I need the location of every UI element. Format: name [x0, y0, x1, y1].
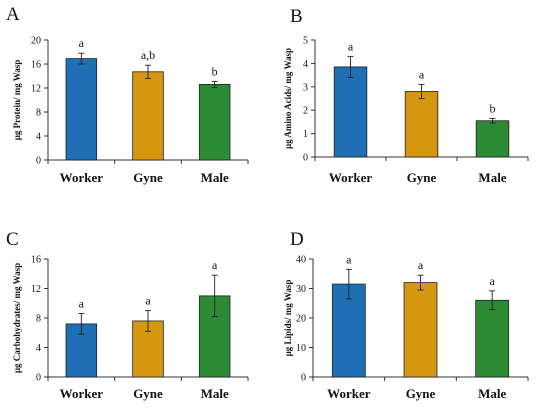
significance-label: a	[418, 258, 424, 272]
significance-label: a,b	[141, 48, 155, 62]
significance-label: b	[490, 101, 496, 115]
x-category-label: Male	[201, 386, 229, 401]
y-tick-label: 0	[301, 373, 306, 384]
y-tick-label: 4	[36, 343, 41, 354]
x-category-label: Gyne	[133, 170, 163, 185]
y-tick-label: 20	[296, 314, 306, 325]
panel-c: C 0 4 8 12 16 µg Carbohydrates/ mg Wasp a Worker…	[6, 229, 249, 401]
x-category-label: Worker	[60, 170, 104, 185]
x-category-label: Gyne	[406, 386, 436, 401]
bar-worker	[331, 283, 366, 378]
y-tick-label: 8	[36, 108, 41, 119]
y-tick-label: 3	[303, 82, 308, 93]
significance-label: a	[490, 274, 496, 288]
y-tick-label: 16	[31, 60, 41, 71]
bar-male	[198, 84, 231, 161]
bar-male	[475, 299, 510, 378]
significance-label: a	[348, 39, 354, 53]
x-category-label: Gyne	[133, 386, 163, 401]
bar-male	[475, 120, 510, 158]
panel-letter: A	[6, 4, 20, 25]
x-category-label: Worker	[329, 170, 373, 185]
significance-label: a	[79, 36, 85, 50]
y-tick-label: 5	[303, 36, 308, 47]
significance-label: a	[346, 252, 352, 266]
y-tick-label: 30	[296, 284, 306, 295]
panel-letter: D	[290, 229, 304, 250]
bar-gyne	[404, 91, 439, 158]
x-category-label: Worker	[327, 386, 371, 401]
bar-gyne	[132, 71, 164, 161]
panel-letter: C	[6, 229, 19, 250]
bar-worker	[65, 58, 98, 161]
bar-worker	[333, 66, 368, 158]
y-tick-label: 4	[303, 59, 308, 70]
y-axis-label: µg Amino Acids/ mg Wasp	[283, 48, 293, 149]
y-tick-label: 10	[296, 343, 306, 354]
bar-gyne	[403, 282, 438, 378]
significance-label: a	[145, 294, 151, 308]
significance-label: a	[212, 258, 218, 272]
y-tick-label: 20	[31, 36, 41, 47]
y-tick-label: 0	[36, 156, 41, 167]
y-tick-label: 2	[303, 106, 308, 117]
y-tick-label: 40	[296, 255, 306, 266]
x-category-label: Gyne	[407, 170, 437, 185]
significance-label: b	[212, 64, 218, 78]
y-axis-label: µg Carbohydrates/ mg Wasp	[12, 263, 22, 373]
x-category-label: Male	[478, 170, 506, 185]
significance-label: a	[79, 297, 85, 311]
panel-b: B 0 1 2 3 4 5 µg Amino Acids/ mg Wasp a Worker a Gy…	[283, 6, 529, 185]
x-category-label: Worker	[60, 386, 104, 401]
significance-label: a	[419, 67, 425, 81]
panel-d: D 0 10 20 30 40 µg Lipids/ mg Wasp a Worker a Gyne…	[283, 229, 529, 401]
y-axis-label: µg Protein/ mg Wasp	[12, 60, 22, 141]
panel-a: A 0 4 8 12 16 20 µg Protein/ mg Wasp a Worker a,b G…	[6, 4, 249, 185]
y-tick-label: 0	[303, 153, 308, 164]
x-category-label: Male	[478, 386, 506, 401]
y-tick-label: 12	[31, 84, 41, 95]
panel-letter: B	[290, 6, 303, 27]
y-axis-label: µg Lipids/ mg Wasp	[283, 280, 293, 357]
y-tick-label: 4	[36, 132, 41, 143]
x-category-label: Male	[201, 170, 229, 185]
y-tick-label: 1	[303, 129, 308, 140]
y-tick-label: 12	[31, 284, 41, 295]
y-tick-label: 16	[31, 255, 41, 266]
y-tick-label: 8	[36, 314, 41, 325]
y-tick-label: 0	[36, 373, 41, 384]
